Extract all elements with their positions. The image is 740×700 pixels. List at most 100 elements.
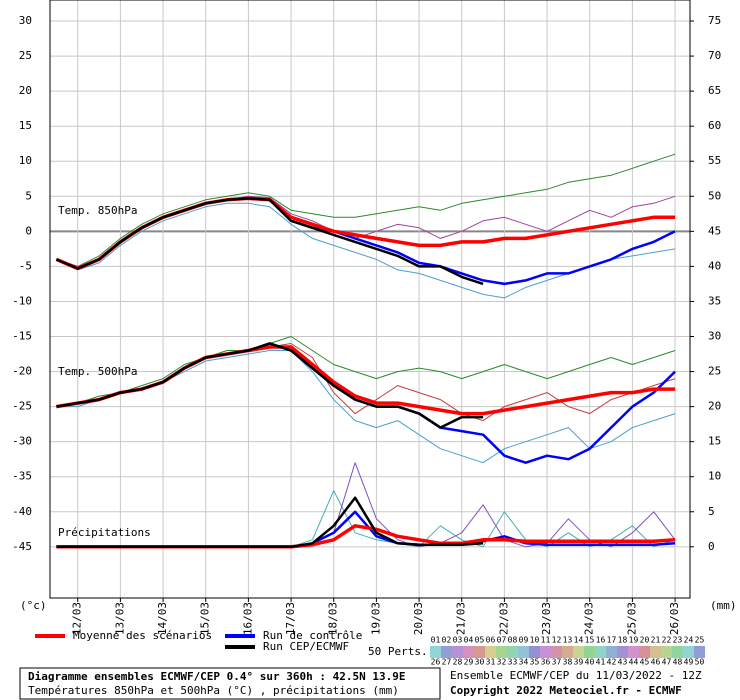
y-tick-label: 20 [19, 84, 32, 97]
y2-tick-label: 15 [708, 435, 721, 448]
member-swatch [430, 646, 441, 658]
run-info: Ensemble ECMWF/CEP du 11/03/2022 - 12Z [450, 669, 702, 682]
member-label: 43 [618, 658, 628, 667]
member-swatch [606, 646, 617, 658]
member-label: 37 [552, 658, 562, 667]
member-swatch [463, 646, 474, 658]
y2-tick-label: 20 [708, 400, 721, 413]
y-tick-label: -25 [12, 400, 32, 413]
y-axis-label: (°c) [20, 599, 47, 612]
plot-frame [49, 0, 691, 599]
member-label: 20 [640, 636, 650, 645]
member-label: 41 [596, 658, 606, 667]
y2-tick-label: 10 [708, 470, 721, 483]
member-label: 28 [453, 658, 463, 667]
series-line [56, 336, 676, 408]
member-swatch [617, 646, 628, 658]
member-swatch [661, 646, 672, 658]
series-line [55, 197, 484, 286]
member-swatch [485, 646, 496, 658]
x-tick-label: 15/03 [199, 602, 212, 635]
member-label: 24 [684, 636, 694, 645]
y2-tick-label: 40 [708, 259, 721, 272]
x-tick-label: 21/03 [455, 602, 468, 635]
member-label: 32 [497, 658, 507, 667]
member-label: 05 [475, 636, 485, 645]
title-box [19, 667, 441, 700]
x-tick-label: 14/03 [156, 602, 169, 635]
y2-tick-label: 70 [708, 49, 721, 62]
y2-tick-label: 30 [708, 330, 721, 343]
x-tick-label: 16/03 [241, 602, 254, 635]
perts-label: 50 Perts. [368, 645, 428, 658]
y2-tick-label: 65 [708, 84, 721, 97]
y2-tick-label: 60 [708, 119, 721, 132]
member-label: 31 [486, 658, 496, 667]
annotation: Temp. 850hPa [58, 204, 137, 217]
member-label: 03 [453, 636, 463, 645]
y2-tick-label: 55 [708, 154, 721, 167]
y-tick-label: 15 [19, 119, 32, 132]
series-line [56, 153, 676, 267]
member-label: 36 [541, 658, 551, 667]
y-tick-label: -40 [12, 505, 32, 518]
member-swatch [595, 646, 606, 658]
member-swatch [452, 646, 463, 658]
member-label: 47 [662, 658, 672, 667]
y-tick-label: 10 [19, 154, 32, 167]
member-label: 07 [497, 636, 507, 645]
chart-title: Diagramme ensembles ECMWF/CEP 0.4° sur 3… [28, 670, 406, 683]
x-tick-label: 25/03 [625, 602, 638, 635]
member-label: 23 [673, 636, 683, 645]
legend-label: Run CEP/ECMWF [263, 640, 349, 653]
member-label: 11 [541, 636, 551, 645]
member-swatch [441, 646, 452, 658]
member-label: 34 [519, 658, 529, 667]
y-tick-label: -10 [12, 294, 32, 307]
legend-label: Moyenne des scénarios [73, 629, 212, 642]
member-swatch [573, 646, 584, 658]
y-tick-label: 30 [19, 14, 32, 27]
y-tick-label: 0 [25, 224, 32, 237]
member-label: 13 [563, 636, 573, 645]
y-tick-label: 25 [19, 49, 32, 62]
member-label: 21 [651, 636, 661, 645]
member-swatch [694, 646, 705, 658]
y-tick-label: -20 [12, 365, 32, 378]
member-label: 10 [530, 636, 540, 645]
member-label: 44 [629, 658, 639, 667]
member-label: 08 [508, 636, 518, 645]
y2-tick-label: 75 [708, 14, 721, 27]
member-swatch [628, 646, 639, 658]
chart-subtitle: Températures 850hPa et 500hPa (°C) , pré… [28, 684, 399, 697]
plot [50, 0, 690, 598]
x-tick-label: 24/03 [583, 602, 596, 635]
copyright: Copyright 2022 Meteociel.fr - ECMWF [450, 684, 682, 697]
x-tick-label: 17/03 [284, 602, 297, 635]
member-label: 02 [442, 636, 452, 645]
member-swatch [683, 646, 694, 658]
member-label: 39 [574, 658, 584, 667]
member-swatch [562, 646, 573, 658]
member-swatch [474, 646, 485, 658]
y2-tick-label: 0 [708, 540, 715, 553]
member-label: 17 [607, 636, 617, 645]
member-label: 29 [464, 658, 474, 667]
y-tick-label: -5 [19, 259, 32, 272]
y-tick-label: -15 [12, 330, 32, 343]
member-swatch [496, 646, 507, 658]
x-tick-label: 26/03 [668, 602, 681, 635]
x-tick-label: 23/03 [540, 602, 553, 635]
y-tick-label: -45 [12, 540, 32, 553]
member-label: 50 [695, 658, 705, 667]
y2-tick-label: 50 [708, 189, 721, 202]
member-swatch [518, 646, 529, 658]
y-tick-label: 5 [25, 189, 32, 202]
annotation: Temp. 500hPa [58, 365, 137, 378]
member-label: 09 [519, 636, 529, 645]
member-label: 38 [563, 658, 573, 667]
member-label: 15 [585, 636, 595, 645]
y2-tick-label: 25 [708, 365, 721, 378]
member-label: 40 [585, 658, 595, 667]
